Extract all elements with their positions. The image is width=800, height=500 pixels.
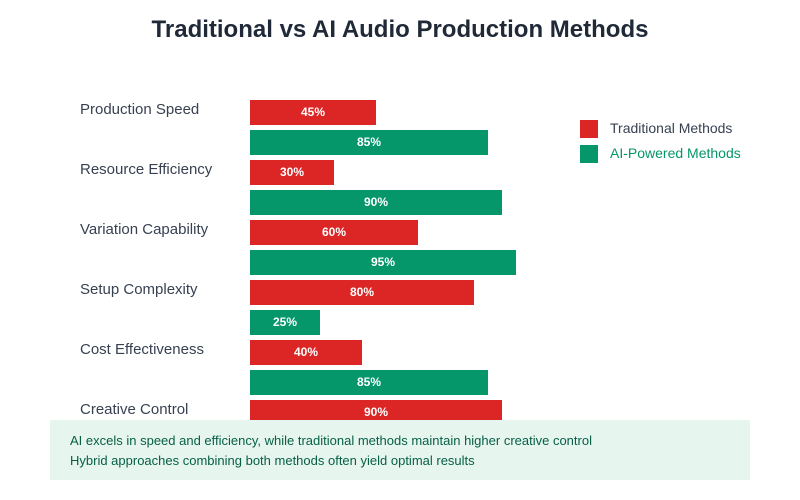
bar-ai: [250, 130, 488, 155]
insight-line-2: Hybrid approaches combining both methods…: [70, 453, 475, 468]
bar-value-label: 60%: [321, 225, 347, 239]
bar-ai: [250, 370, 488, 395]
category-label: Cost Effectiveness: [80, 341, 204, 358]
bar-traditional: [250, 220, 418, 245]
bar-value-label: 25%: [272, 315, 298, 329]
bar-ai: [250, 310, 320, 335]
chart-title: Traditional vs AI Audio Production Metho…: [151, 16, 649, 43]
bar-traditional: [250, 100, 376, 125]
bar-value-label: 85%: [356, 375, 382, 389]
legend-label-ai: AI-Powered Methods: [610, 145, 741, 161]
insight-note: AI excels in speed and efficiency, while…: [50, 420, 750, 480]
legend-label-traditional: Traditional Methods: [610, 120, 733, 136]
category-label: Creative Control: [80, 401, 189, 418]
bar-traditional: [250, 160, 334, 185]
bar-value-label: 45%: [300, 105, 326, 119]
category-label: Setup Complexity: [80, 281, 198, 298]
legend-swatch-ai: [580, 145, 598, 163]
bar-traditional: [250, 280, 474, 305]
insight-line-1: AI excels in speed and efficiency, while…: [70, 433, 592, 448]
bar-value-label: 80%: [349, 285, 375, 299]
category-label: Production Speed: [80, 101, 200, 118]
bar-traditional: [250, 340, 362, 365]
bar-value-label: 95%: [370, 255, 396, 269]
bar-value-label: 90%: [363, 405, 389, 419]
bar-ai: [250, 190, 502, 215]
category-label: Resource Efficiency: [80, 161, 213, 178]
bar-value-label: 90%: [363, 195, 389, 209]
category-label: Variation Capability: [80, 221, 209, 238]
bar-value-label: 30%: [279, 165, 305, 179]
bar-value-label: 85%: [356, 135, 382, 149]
legend-swatch-traditional: [580, 120, 598, 138]
bar-ai: [250, 250, 516, 275]
bar-value-label: 40%: [293, 345, 319, 359]
